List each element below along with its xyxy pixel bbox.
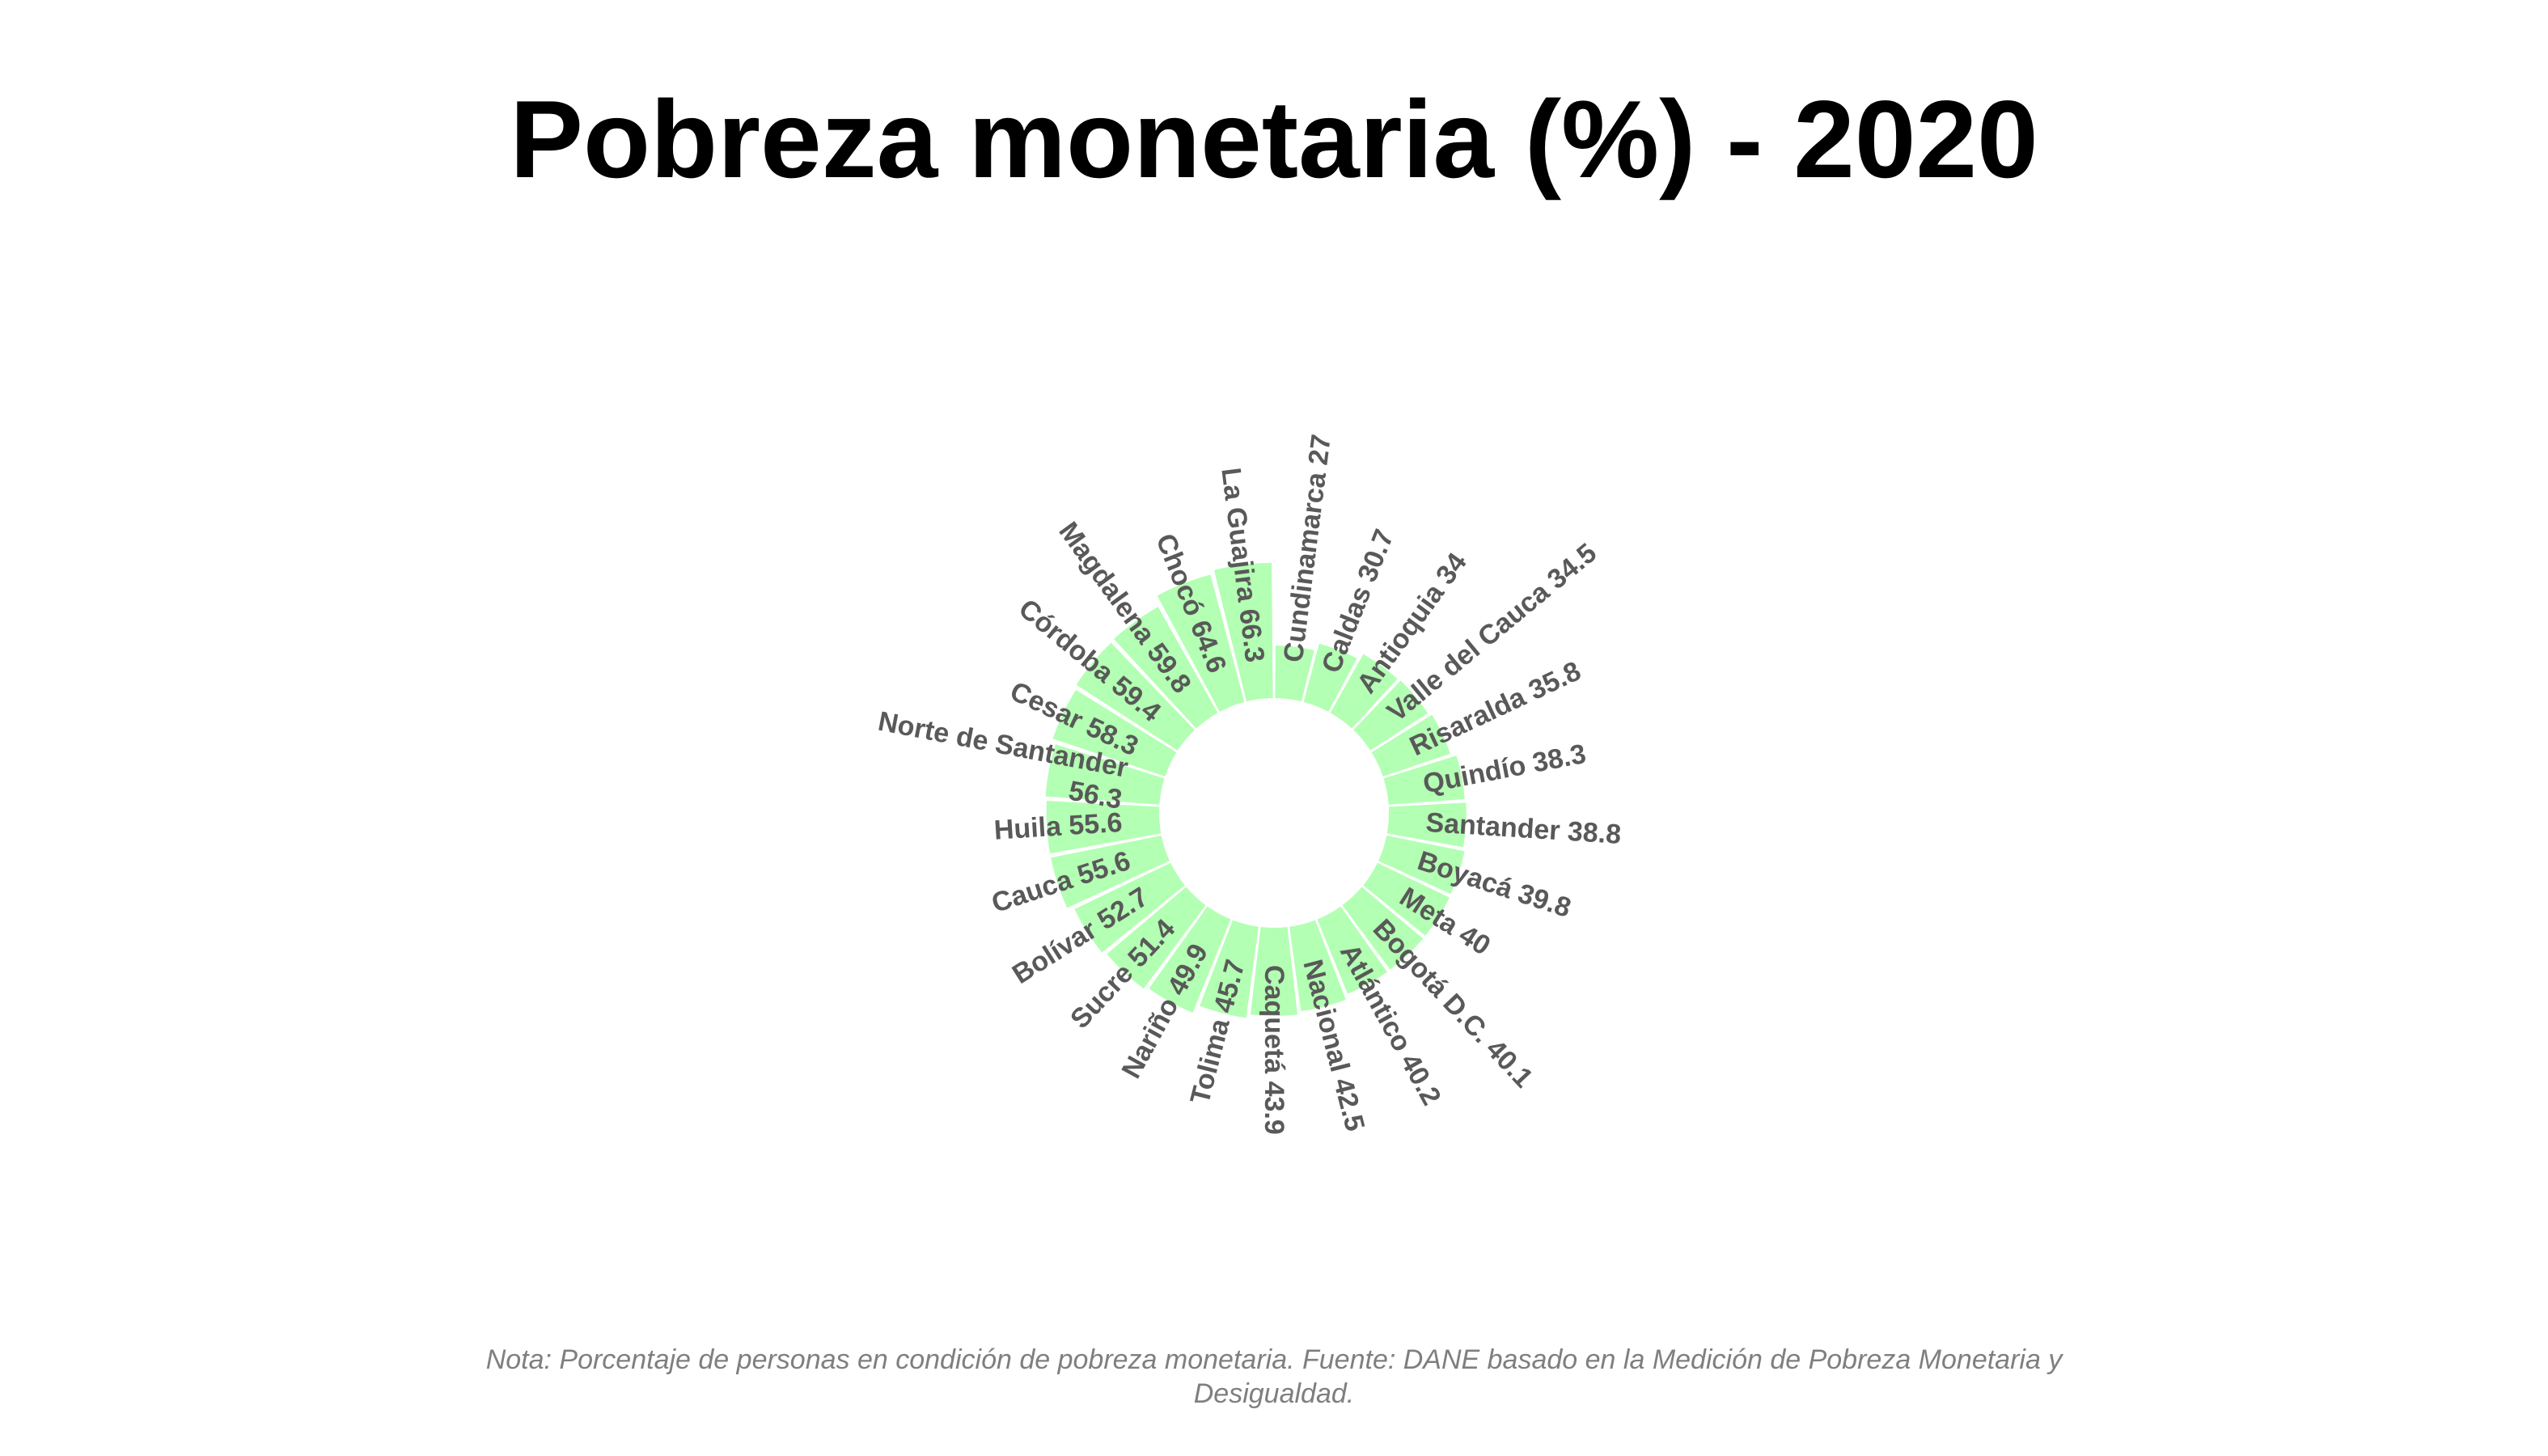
bar xyxy=(1330,654,1398,729)
bar xyxy=(1051,835,1170,908)
bar xyxy=(1250,927,1298,1016)
bar xyxy=(1386,802,1467,848)
bar xyxy=(1303,643,1357,712)
bar xyxy=(1289,920,1346,1012)
bar xyxy=(1275,645,1314,702)
bar xyxy=(1383,756,1465,805)
bar xyxy=(1045,744,1165,805)
bar xyxy=(1363,862,1450,936)
bar xyxy=(1046,801,1162,854)
bar xyxy=(1213,562,1273,702)
bar xyxy=(1076,642,1195,751)
chart-note: Nota: Porcentaje de personas en condició… xyxy=(485,1344,2063,1409)
bar xyxy=(1353,680,1428,751)
bar xyxy=(1052,689,1177,777)
bar xyxy=(1317,906,1387,994)
bar-label: Cundinamarca 27 xyxy=(1278,433,1337,664)
chart-title: Pobreza monetaria (%) - 2020 xyxy=(510,78,2038,201)
bars-group xyxy=(1045,562,1467,1018)
bar xyxy=(1371,714,1450,777)
bar xyxy=(1107,887,1206,989)
bar-label: Caquetá 43.9 xyxy=(1259,965,1289,1135)
bar xyxy=(1074,862,1185,953)
bar xyxy=(1157,574,1245,712)
bar xyxy=(1200,920,1259,1018)
bar-label-line: Cundinamarca 27 xyxy=(1278,433,1337,664)
bar-label-line: Caquetá 43.9 xyxy=(1259,965,1289,1135)
bar xyxy=(1378,835,1465,895)
bar xyxy=(1342,887,1424,970)
bar xyxy=(1113,607,1218,729)
bar xyxy=(1149,906,1231,1013)
